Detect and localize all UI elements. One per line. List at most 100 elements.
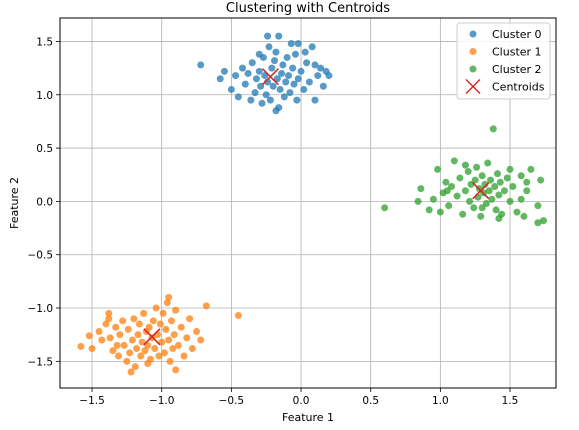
data-point bbox=[177, 323, 185, 331]
data-point bbox=[272, 48, 280, 56]
data-point bbox=[473, 163, 481, 171]
data-point bbox=[523, 187, 531, 195]
legend-entry: Cluster 0 bbox=[469, 28, 542, 41]
data-point bbox=[273, 75, 281, 83]
data-point bbox=[174, 341, 182, 349]
centroid-stroke bbox=[465, 79, 481, 94]
data-point bbox=[165, 336, 173, 344]
data-point bbox=[474, 193, 482, 201]
series-cluster-1 bbox=[77, 293, 242, 376]
data-point bbox=[85, 332, 93, 340]
data-point bbox=[188, 345, 196, 353]
data-point bbox=[128, 336, 136, 344]
data-point bbox=[109, 347, 117, 355]
data-point bbox=[183, 334, 191, 342]
data-point bbox=[113, 341, 121, 349]
centroid-marker bbox=[143, 328, 161, 346]
centroid-markers bbox=[143, 68, 490, 346]
data-point bbox=[517, 195, 525, 203]
data-point bbox=[282, 78, 290, 86]
data-point bbox=[193, 327, 201, 335]
data-point bbox=[311, 61, 319, 69]
data-point bbox=[484, 159, 492, 167]
y-tick-label: 1.5 bbox=[36, 36, 53, 48]
data-point bbox=[434, 165, 442, 173]
data-point bbox=[166, 357, 174, 365]
legend-entry: Cluster 2 bbox=[469, 63, 542, 76]
data-point bbox=[485, 187, 493, 195]
data-point bbox=[120, 341, 128, 349]
data-point bbox=[258, 99, 266, 107]
data-point bbox=[105, 309, 113, 317]
data-point bbox=[255, 67, 263, 75]
data-point bbox=[140, 309, 148, 317]
data-point bbox=[290, 80, 298, 88]
data-point bbox=[162, 325, 170, 333]
x-tick-label: −0.5 bbox=[219, 395, 245, 407]
x-axis-label: Feature 1 bbox=[282, 411, 334, 424]
data-point bbox=[234, 93, 242, 101]
data-point bbox=[248, 59, 256, 67]
data-point bbox=[300, 85, 308, 93]
data-point bbox=[133, 345, 141, 353]
data-point bbox=[495, 191, 503, 199]
data-point bbox=[160, 349, 168, 357]
data-point bbox=[169, 345, 177, 353]
y-axis-label: Feature 2 bbox=[8, 177, 21, 229]
centroid-stroke bbox=[261, 68, 279, 86]
data-point bbox=[216, 75, 224, 83]
chart-title: Clustering with Centroids bbox=[226, 1, 390, 16]
data-point bbox=[493, 170, 501, 178]
data-point bbox=[159, 309, 167, 317]
data-point bbox=[506, 165, 514, 173]
data-point bbox=[287, 40, 295, 48]
y-tick-label: −0.5 bbox=[28, 250, 54, 262]
legend-label: Cluster 1 bbox=[492, 46, 542, 59]
data-point bbox=[301, 48, 309, 56]
data-point bbox=[151, 345, 159, 353]
data-point bbox=[294, 40, 302, 48]
data-point bbox=[98, 336, 106, 344]
data-point bbox=[180, 352, 188, 360]
data-point bbox=[471, 176, 479, 184]
data-point bbox=[325, 72, 333, 80]
data-point bbox=[500, 187, 508, 195]
data-point bbox=[496, 178, 504, 186]
data-point bbox=[116, 331, 124, 339]
data-point bbox=[308, 43, 316, 51]
data-point bbox=[517, 172, 525, 180]
data-point bbox=[534, 219, 542, 227]
data-point bbox=[491, 182, 499, 190]
data-point bbox=[131, 363, 139, 371]
data-points bbox=[77, 32, 547, 376]
data-point bbox=[436, 208, 444, 216]
legend: Cluster 0 Cluster 1 Cluster 2 Centroids bbox=[456, 22, 551, 100]
data-point bbox=[293, 96, 301, 104]
data-point bbox=[319, 82, 327, 90]
y-tick-label: 1.0 bbox=[36, 90, 53, 102]
data-point bbox=[197, 61, 205, 69]
data-point bbox=[197, 336, 205, 344]
data-point bbox=[252, 75, 260, 83]
data-point bbox=[461, 161, 469, 169]
data-point bbox=[170, 331, 178, 339]
data-point bbox=[244, 69, 252, 77]
data-point bbox=[283, 53, 291, 61]
data-point bbox=[220, 67, 228, 75]
legend-entry: Centroids bbox=[465, 79, 545, 94]
data-point bbox=[291, 50, 299, 58]
y-tick-label: 0.5 bbox=[36, 143, 53, 155]
data-point bbox=[88, 345, 96, 353]
legend-label: Cluster 2 bbox=[492, 63, 542, 76]
data-point bbox=[513, 208, 521, 216]
data-point bbox=[495, 214, 503, 222]
legend-label: Centroids bbox=[492, 81, 545, 94]
data-point bbox=[303, 59, 311, 67]
x-tick-label: 0.0 bbox=[293, 395, 310, 407]
plot-frame bbox=[59, 17, 557, 389]
legend-centroid-marker bbox=[465, 79, 481, 94]
data-point bbox=[523, 178, 531, 186]
data-point bbox=[112, 323, 120, 331]
legend-marker bbox=[469, 48, 477, 55]
